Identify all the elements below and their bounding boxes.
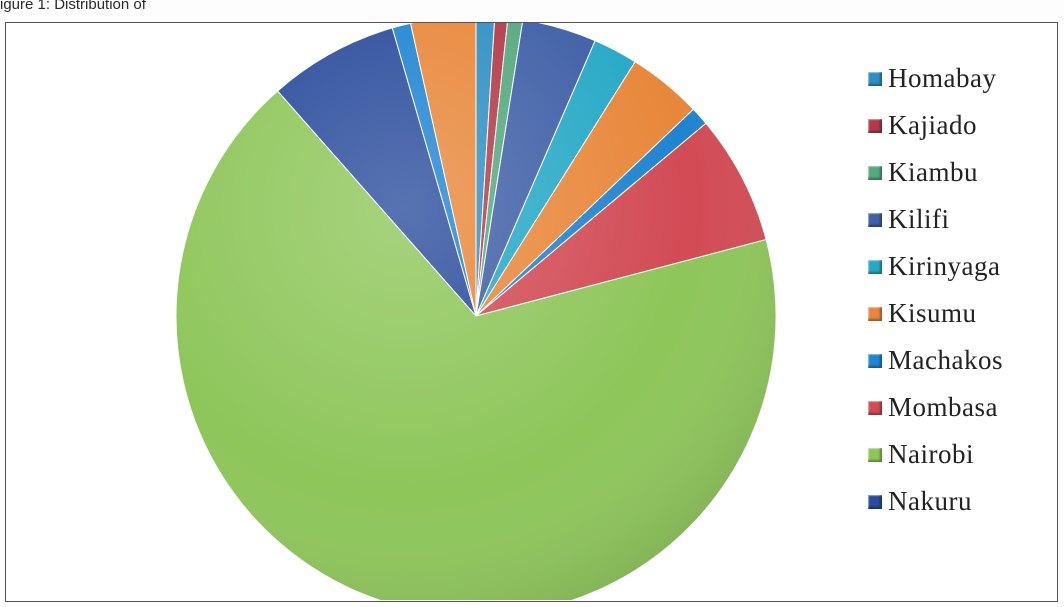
chart-frame: Homabay Kajiado Kiambu Kilifi Kirinyaga Kisum… (5, 22, 1058, 602)
legend-label: Kiambu (888, 157, 978, 187)
legend: Homabay Kajiado Kiambu Kilifi Kirinyaga Kisum… (868, 55, 1003, 525)
legend-item-mombasa: Mombasa (868, 384, 1003, 431)
legend-swatch (868, 118, 882, 133)
legend-label: Nairobi (888, 439, 974, 469)
legend-item-kilifi: Kilifi (868, 196, 1003, 243)
legend-item-kiambu: Kiambu (868, 149, 1003, 196)
legend-swatch (868, 494, 882, 509)
legend-swatch (868, 353, 882, 368)
legend-swatch (868, 212, 882, 227)
legend-swatch (868, 447, 882, 462)
legend-label: Homabay (888, 63, 997, 93)
legend-item-kisumu: Kisumu (868, 290, 1003, 337)
legend-item-kirinyaga: Kirinyaga (868, 243, 1003, 290)
legend-item-kajiado: Kajiado (868, 102, 1003, 149)
legend-label: Kisumu (888, 298, 977, 328)
legend-label: Machakos (888, 345, 1003, 375)
legend-swatch (868, 71, 882, 86)
legend-swatch (868, 165, 882, 180)
legend-label: Kilifi (888, 204, 950, 234)
legend-item-machakos: Machakos (868, 337, 1003, 384)
legend-item-nakuru: Nakuru (868, 478, 1003, 525)
legend-swatch (868, 259, 882, 274)
legend-label: Mombasa (888, 392, 998, 422)
legend-item-nairobi: Nairobi (868, 431, 1003, 478)
legend-swatch (868, 306, 882, 321)
legend-label: Kajiado (888, 110, 977, 140)
legend-label: Nakuru (888, 486, 972, 516)
legend-label: Kirinyaga (888, 251, 1001, 281)
legend-item-homabay: Homabay (868, 55, 1003, 102)
figure-caption: igure 1: Distribution of (0, 0, 146, 13)
legend-swatch (868, 400, 882, 415)
